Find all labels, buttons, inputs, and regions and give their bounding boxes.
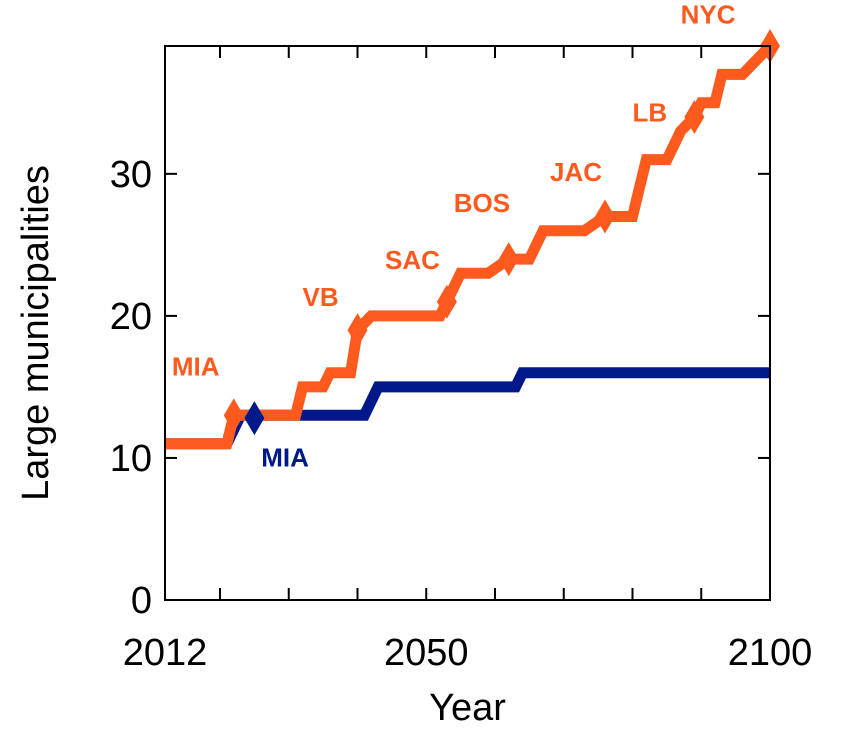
annotation-label: MIA xyxy=(172,352,220,382)
y-axis-title: Large municipalities xyxy=(15,165,57,501)
event-marker-4 xyxy=(436,284,457,319)
annotation-label: SAC xyxy=(385,245,440,275)
x-tick-label: 2100 xyxy=(728,632,813,674)
x-tick-label: 2012 xyxy=(123,632,208,674)
annotation-label: BOS xyxy=(454,188,510,218)
event-marker-1 xyxy=(244,401,265,436)
annotation-label: JAC xyxy=(550,157,602,187)
y-tick-label: 20 xyxy=(110,296,152,338)
y-tick-label: 10 xyxy=(110,438,152,480)
x-tick-label: 2050 xyxy=(384,632,469,674)
annotation-label: LB xyxy=(633,97,668,127)
annotation-layer: MIA MIA VB SAC BOS JAC LB NYC xyxy=(172,0,736,472)
annotation-label: NYC xyxy=(681,0,736,29)
event-marker-2 xyxy=(223,398,244,433)
marker-layer xyxy=(223,29,780,436)
event-marker-6 xyxy=(595,199,615,234)
event-marker-3 xyxy=(347,313,368,348)
annotation-label: VB xyxy=(303,282,339,312)
event-marker-7 xyxy=(684,100,705,135)
x-axis-title: Year xyxy=(429,687,506,729)
event-marker-5 xyxy=(498,242,519,277)
annotation-label: MIA xyxy=(261,442,309,472)
y-tick-label: 0 xyxy=(131,580,152,622)
tick-layer: 0 10 20 30 2012 2050 2100 xyxy=(110,46,813,674)
plot-frame xyxy=(164,45,771,601)
series-layer xyxy=(165,46,770,450)
y-tick-label: 30 xyxy=(110,154,152,196)
series-line-2 xyxy=(165,46,770,450)
